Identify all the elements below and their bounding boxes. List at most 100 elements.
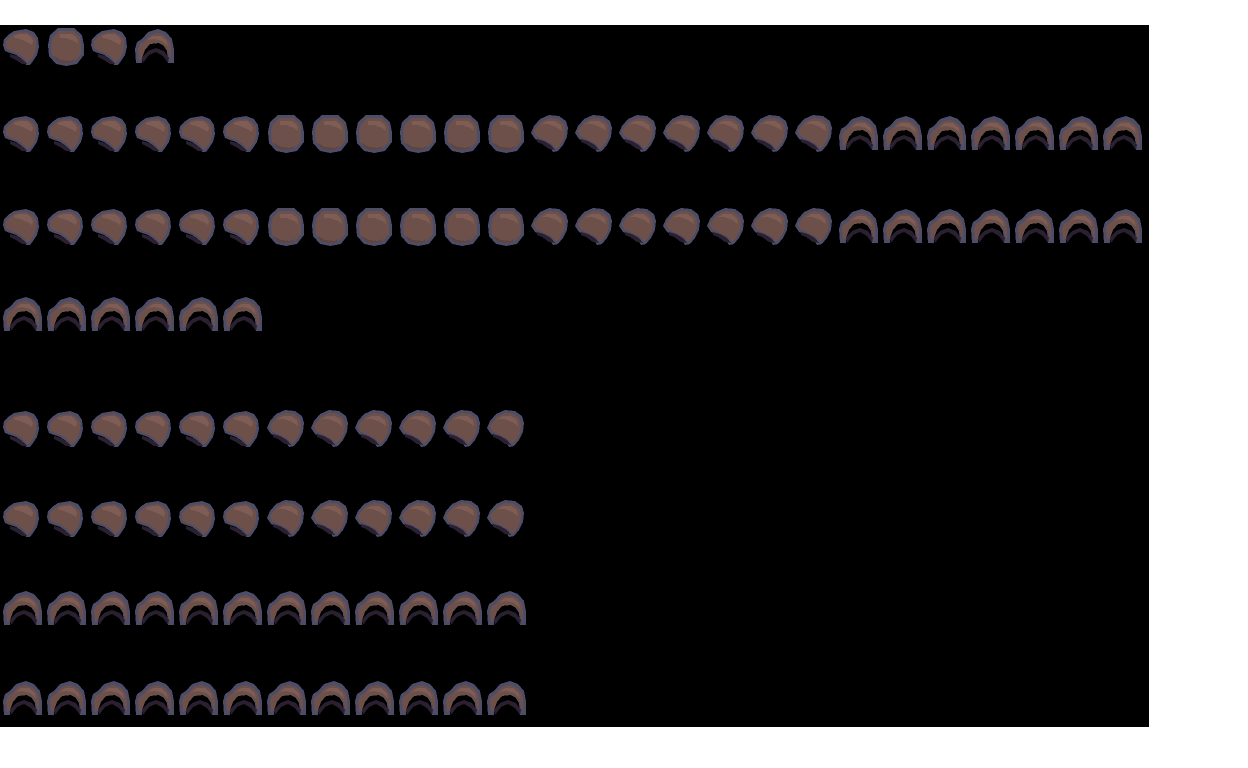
- round-glyph-icon: [308, 205, 352, 253]
- arch-glyph-icon: [440, 587, 484, 635]
- text-surface-panel: [0, 25, 1149, 727]
- glyph-line-3: [0, 205, 1144, 253]
- claw-glyph-icon: [88, 407, 132, 455]
- leaf-glyph-icon: [308, 407, 352, 455]
- claw-glyph-icon: [0, 407, 44, 455]
- arch-glyph-icon: [1056, 112, 1100, 160]
- leaf-glyph-icon: [660, 205, 704, 253]
- glyph-line-8: [0, 677, 528, 725]
- arch-glyph-icon: [0, 677, 44, 725]
- arch-glyph-icon: [132, 587, 176, 635]
- leaf-glyph-icon: [748, 205, 792, 253]
- claw-glyph-icon: [0, 205, 44, 253]
- arch-glyph-icon: [836, 205, 880, 253]
- arch-glyph-icon: [264, 587, 308, 635]
- leaf-glyph-icon: [572, 205, 616, 253]
- glyph-line-4: [0, 293, 264, 341]
- round-glyph-icon: [484, 205, 528, 253]
- claw-glyph-icon: [88, 205, 132, 253]
- leaf-glyph-icon: [792, 205, 836, 253]
- claw-glyph-icon: [220, 407, 264, 455]
- glyph-line-5: [0, 407, 528, 455]
- claw-glyph-icon: [132, 497, 176, 545]
- claw-glyph-icon: [220, 112, 264, 160]
- claw-glyph-icon: [220, 205, 264, 253]
- arch-glyph-icon: [176, 587, 220, 635]
- round-glyph-icon: [440, 112, 484, 160]
- arch-glyph-icon: [880, 205, 924, 253]
- arch-glyph-icon: [44, 677, 88, 725]
- leaf-glyph-icon: [704, 112, 748, 160]
- round-glyph-icon: [44, 25, 88, 73]
- arch-glyph-icon: [88, 293, 132, 341]
- claw-glyph-icon: [176, 497, 220, 545]
- claw-glyph-icon: [132, 112, 176, 160]
- arch-glyph-icon: [88, 677, 132, 725]
- arch-glyph-icon: [968, 112, 1012, 160]
- round-glyph-icon: [484, 112, 528, 160]
- round-glyph-icon: [440, 205, 484, 253]
- claw-glyph-icon: [44, 497, 88, 545]
- arch-glyph-icon: [220, 293, 264, 341]
- claw-glyph-icon: [0, 497, 44, 545]
- arch-glyph-icon: [924, 205, 968, 253]
- claw-glyph-icon: [44, 205, 88, 253]
- glyph-line-2: [0, 112, 1144, 160]
- arch-glyph-icon: [308, 677, 352, 725]
- arch-glyph-icon: [88, 587, 132, 635]
- arch-glyph-icon: [1012, 112, 1056, 160]
- arch-glyph-icon: [44, 587, 88, 635]
- arch-glyph-icon: [352, 677, 396, 725]
- leaf-glyph-icon: [352, 407, 396, 455]
- round-glyph-icon: [396, 112, 440, 160]
- arch-glyph-icon: [44, 293, 88, 341]
- claw-glyph-icon: [132, 205, 176, 253]
- leaf-glyph-icon: [660, 112, 704, 160]
- leaf-glyph-icon: [484, 407, 528, 455]
- glyph-line-7: [0, 587, 528, 635]
- leaf-glyph-icon: [264, 497, 308, 545]
- claw-glyph-icon: [0, 112, 44, 160]
- arch-glyph-icon: [440, 677, 484, 725]
- claw-glyph-icon: [176, 205, 220, 253]
- arch-glyph-icon: [1100, 112, 1144, 160]
- arch-glyph-icon: [0, 587, 44, 635]
- arch-glyph-icon: [308, 587, 352, 635]
- arch-glyph-icon: [1012, 205, 1056, 253]
- round-glyph-icon: [264, 112, 308, 160]
- round-glyph-icon: [352, 205, 396, 253]
- arch-glyph-icon: [396, 587, 440, 635]
- arch-glyph-icon: [396, 677, 440, 725]
- leaf-glyph-icon: [704, 205, 748, 253]
- arch-glyph-icon: [484, 587, 528, 635]
- arch-glyph-icon: [132, 25, 176, 73]
- claw-glyph-icon: [0, 25, 44, 73]
- glyph-line-1: [0, 25, 176, 73]
- arch-glyph-icon: [1056, 205, 1100, 253]
- arch-glyph-icon: [924, 112, 968, 160]
- round-glyph-icon: [352, 112, 396, 160]
- arch-glyph-icon: [220, 677, 264, 725]
- glyph-line-6: [0, 497, 528, 545]
- leaf-glyph-icon: [528, 112, 572, 160]
- claw-glyph-icon: [176, 112, 220, 160]
- round-glyph-icon: [308, 112, 352, 160]
- leaf-glyph-icon: [440, 407, 484, 455]
- arch-glyph-icon: [176, 293, 220, 341]
- claw-glyph-icon: [132, 407, 176, 455]
- leaf-glyph-icon: [572, 112, 616, 160]
- arch-glyph-icon: [220, 587, 264, 635]
- leaf-glyph-icon: [396, 407, 440, 455]
- arch-glyph-icon: [264, 677, 308, 725]
- leaf-glyph-icon: [396, 497, 440, 545]
- leaf-glyph-icon: [440, 497, 484, 545]
- claw-glyph-icon: [176, 407, 220, 455]
- leaf-glyph-icon: [308, 497, 352, 545]
- arch-glyph-icon: [352, 587, 396, 635]
- round-glyph-icon: [396, 205, 440, 253]
- claw-glyph-icon: [88, 25, 132, 73]
- claw-glyph-icon: [44, 112, 88, 160]
- leaf-glyph-icon: [352, 497, 396, 545]
- arch-glyph-icon: [484, 677, 528, 725]
